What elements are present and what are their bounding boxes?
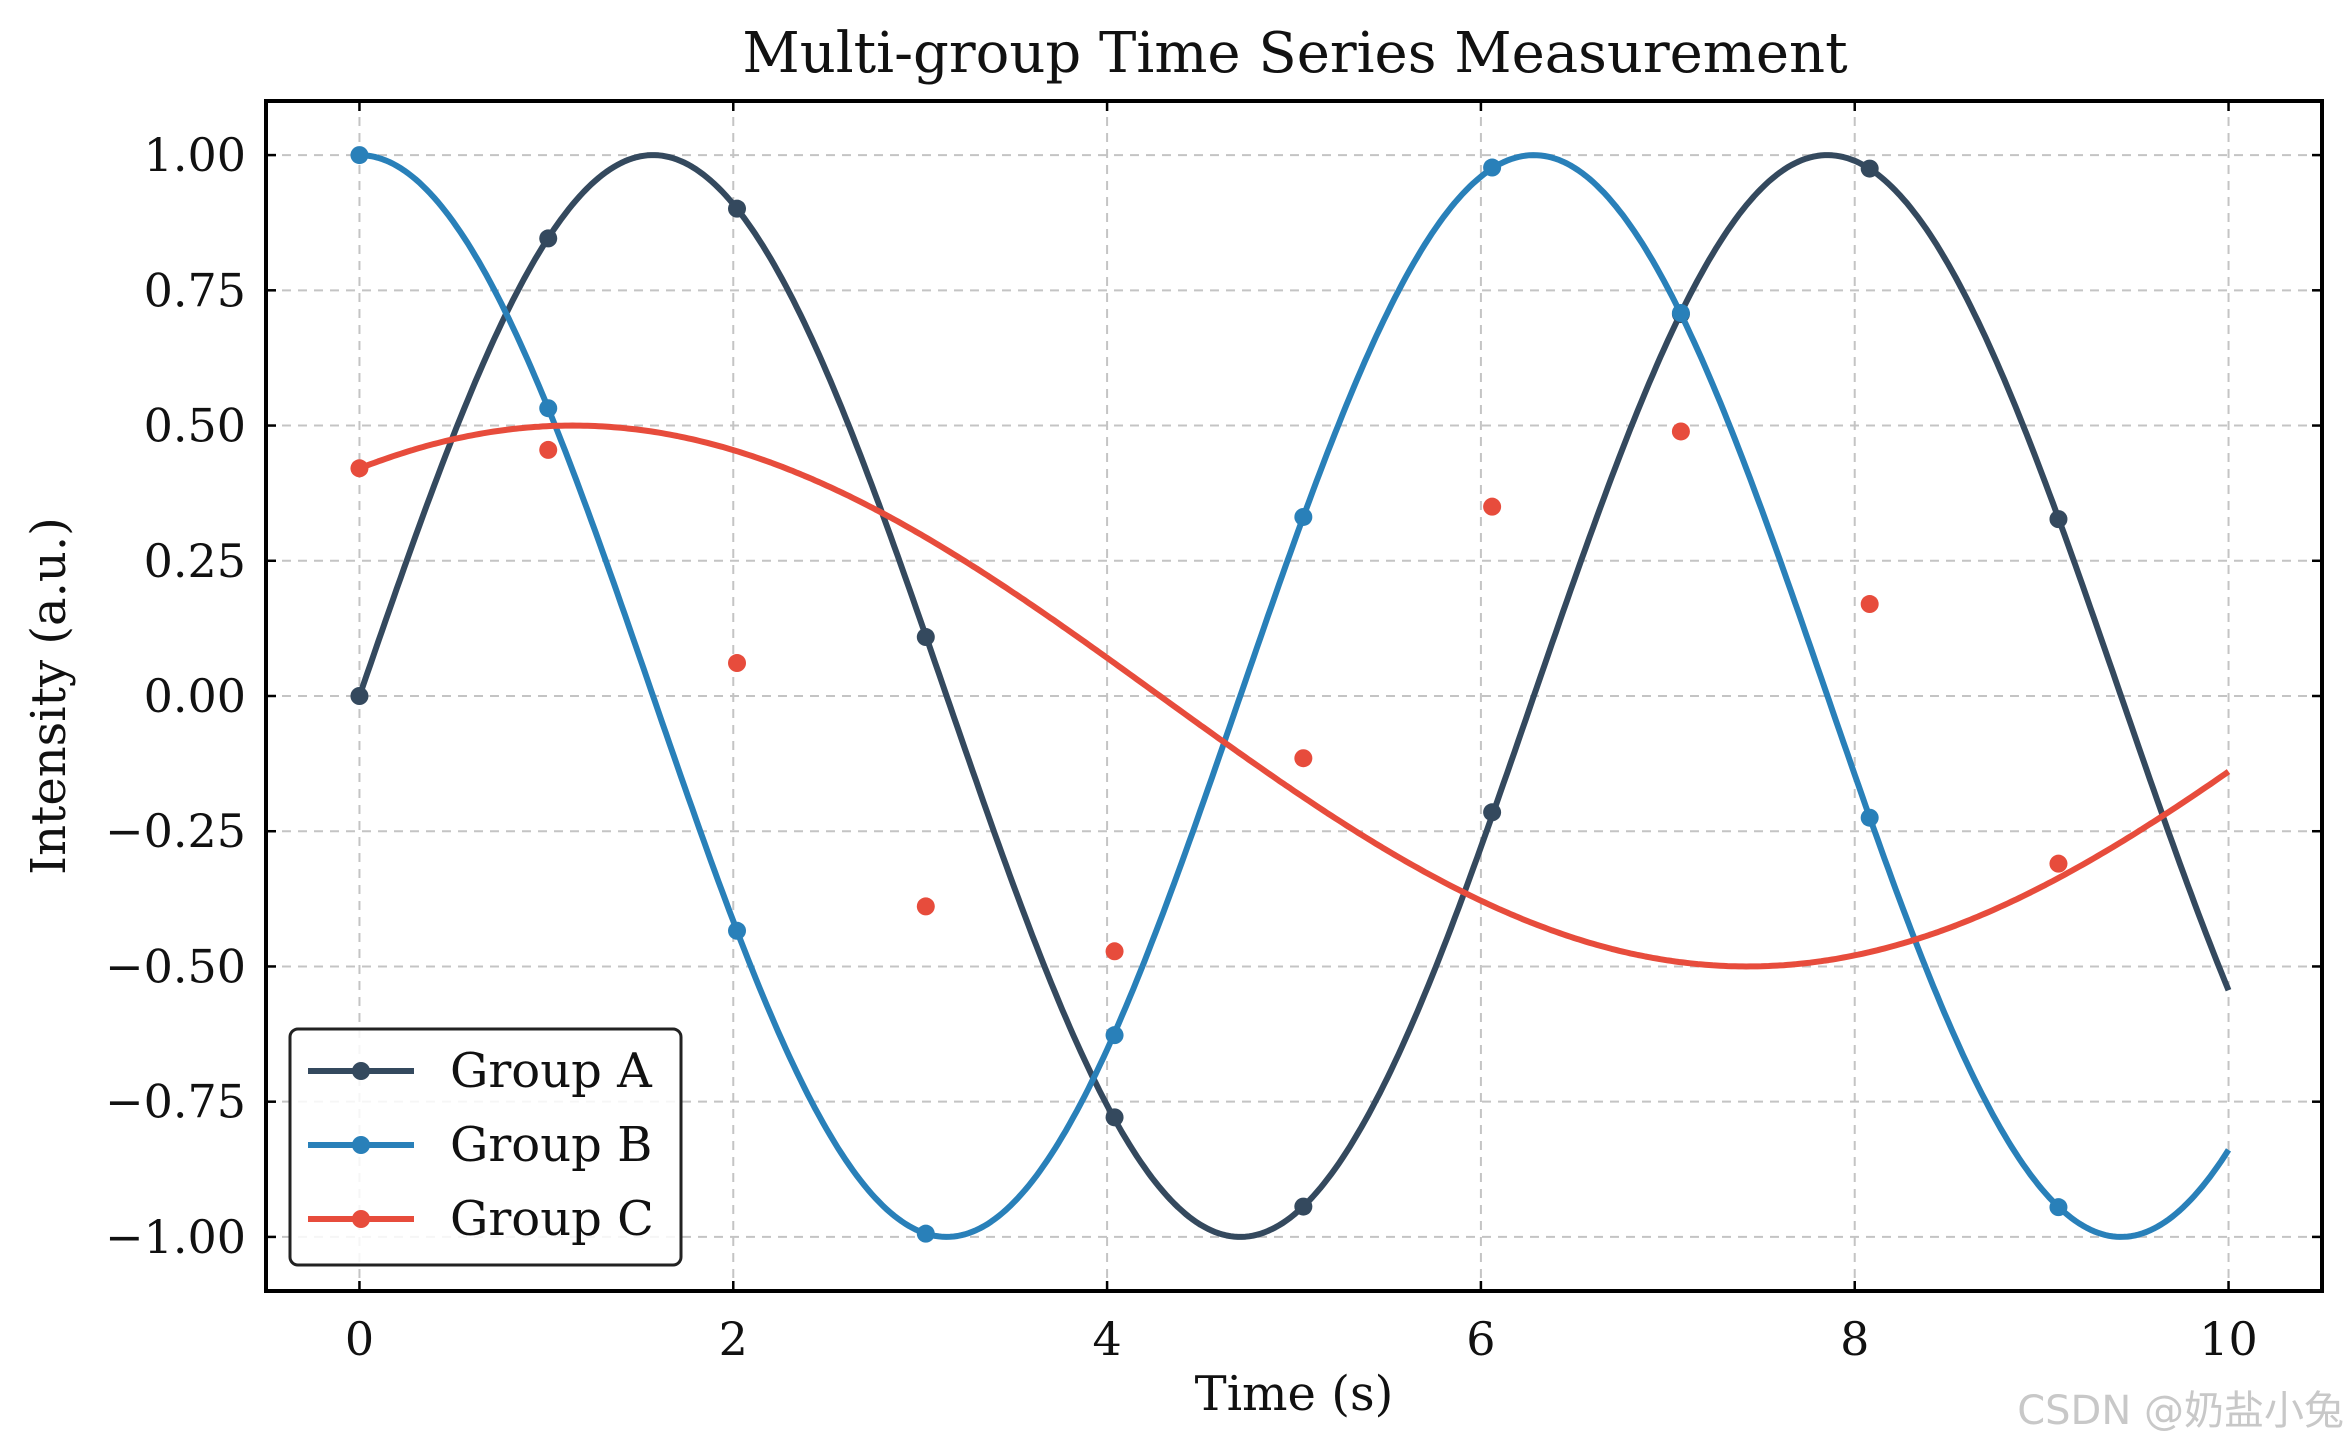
x-tick-label: 10 (2199, 1312, 2258, 1366)
group-a-point (1294, 1197, 1313, 1216)
y-axis-label: Intensity (a.u.) (21, 517, 77, 875)
group-a-point (1860, 159, 1879, 178)
group-a-point (2049, 510, 2068, 529)
group-b-point (728, 921, 747, 940)
y-tick-label: −0.25 (105, 804, 246, 858)
group-c-point (1294, 749, 1313, 768)
group-a-point (916, 628, 935, 647)
group-b-point (1105, 1026, 1124, 1045)
x-axis-label: Time (s) (1195, 1366, 1394, 1422)
group-c-point (728, 654, 747, 673)
series-layer (350, 146, 2232, 1243)
group-b-point (916, 1224, 935, 1243)
legend-marker-group-a (352, 1062, 370, 1080)
watermark: CSDN @奶盐小兔 (2017, 1388, 2344, 1434)
group-c-point (1671, 422, 1690, 441)
group-b-point (1294, 507, 1313, 526)
y-tick-label: −1.00 (105, 1210, 246, 1264)
legend-marker-group-b (352, 1136, 370, 1154)
group-c-point (539, 440, 558, 459)
group-c-point (1483, 497, 1502, 516)
group-a-point (1105, 1108, 1124, 1127)
group-c-point (1860, 595, 1879, 614)
y-tick-label: 0.00 (144, 669, 246, 723)
x-tick-label: 2 (719, 1312, 748, 1366)
group-a-point (539, 229, 558, 248)
x-tick-label: 8 (1840, 1312, 1869, 1366)
x-tick-label: 4 (1092, 1312, 1121, 1366)
legend-box (288, 1027, 683, 1267)
group-c-point (350, 459, 369, 478)
x-tick-label: 6 (1466, 1312, 1495, 1366)
x-tick-label: 0 (345, 1312, 374, 1366)
group-c-point (2049, 854, 2068, 873)
group-c-point (1105, 942, 1124, 961)
y-tick-label: 0.75 (144, 263, 246, 317)
group-b-line (359, 152, 2232, 1240)
group-b-point (1483, 158, 1502, 177)
legend: Group A Group B Group C (288, 1027, 683, 1267)
y-tick-label: 0.25 (144, 534, 246, 588)
group-a-line (356, 152, 2232, 1240)
group-a-point (728, 199, 747, 218)
group-a-point (350, 687, 369, 705)
chart-title: Multi-group Time Series Measurement (742, 21, 1848, 86)
group-b-point (2049, 1198, 2068, 1217)
group-a-point (1483, 803, 1502, 822)
group-c-line (358, 422, 2231, 970)
y-tick-label: −0.50 (105, 939, 246, 993)
y-tick-label: 0.50 (144, 399, 246, 453)
legend-label-group-c: Group C (450, 1191, 654, 1247)
group-b-point (350, 146, 369, 165)
group-c-point (916, 897, 935, 916)
y-tick-label: −0.75 (105, 1075, 246, 1129)
group-b-point (539, 399, 558, 418)
group-b-point (1671, 304, 1690, 323)
y-tick-label: 1.00 (144, 128, 246, 182)
legend-label-group-b: Group B (450, 1117, 652, 1173)
axis-ticks: 0 2 4 6 8 10 1.00 0.75 0.50 0.25 0.00 −0.25 −0.50 −0.… (105, 101, 2322, 1366)
legend-marker-group-c (352, 1210, 370, 1228)
group-b-point (1860, 808, 1879, 827)
legend-label-group-a: Group A (450, 1043, 653, 1099)
